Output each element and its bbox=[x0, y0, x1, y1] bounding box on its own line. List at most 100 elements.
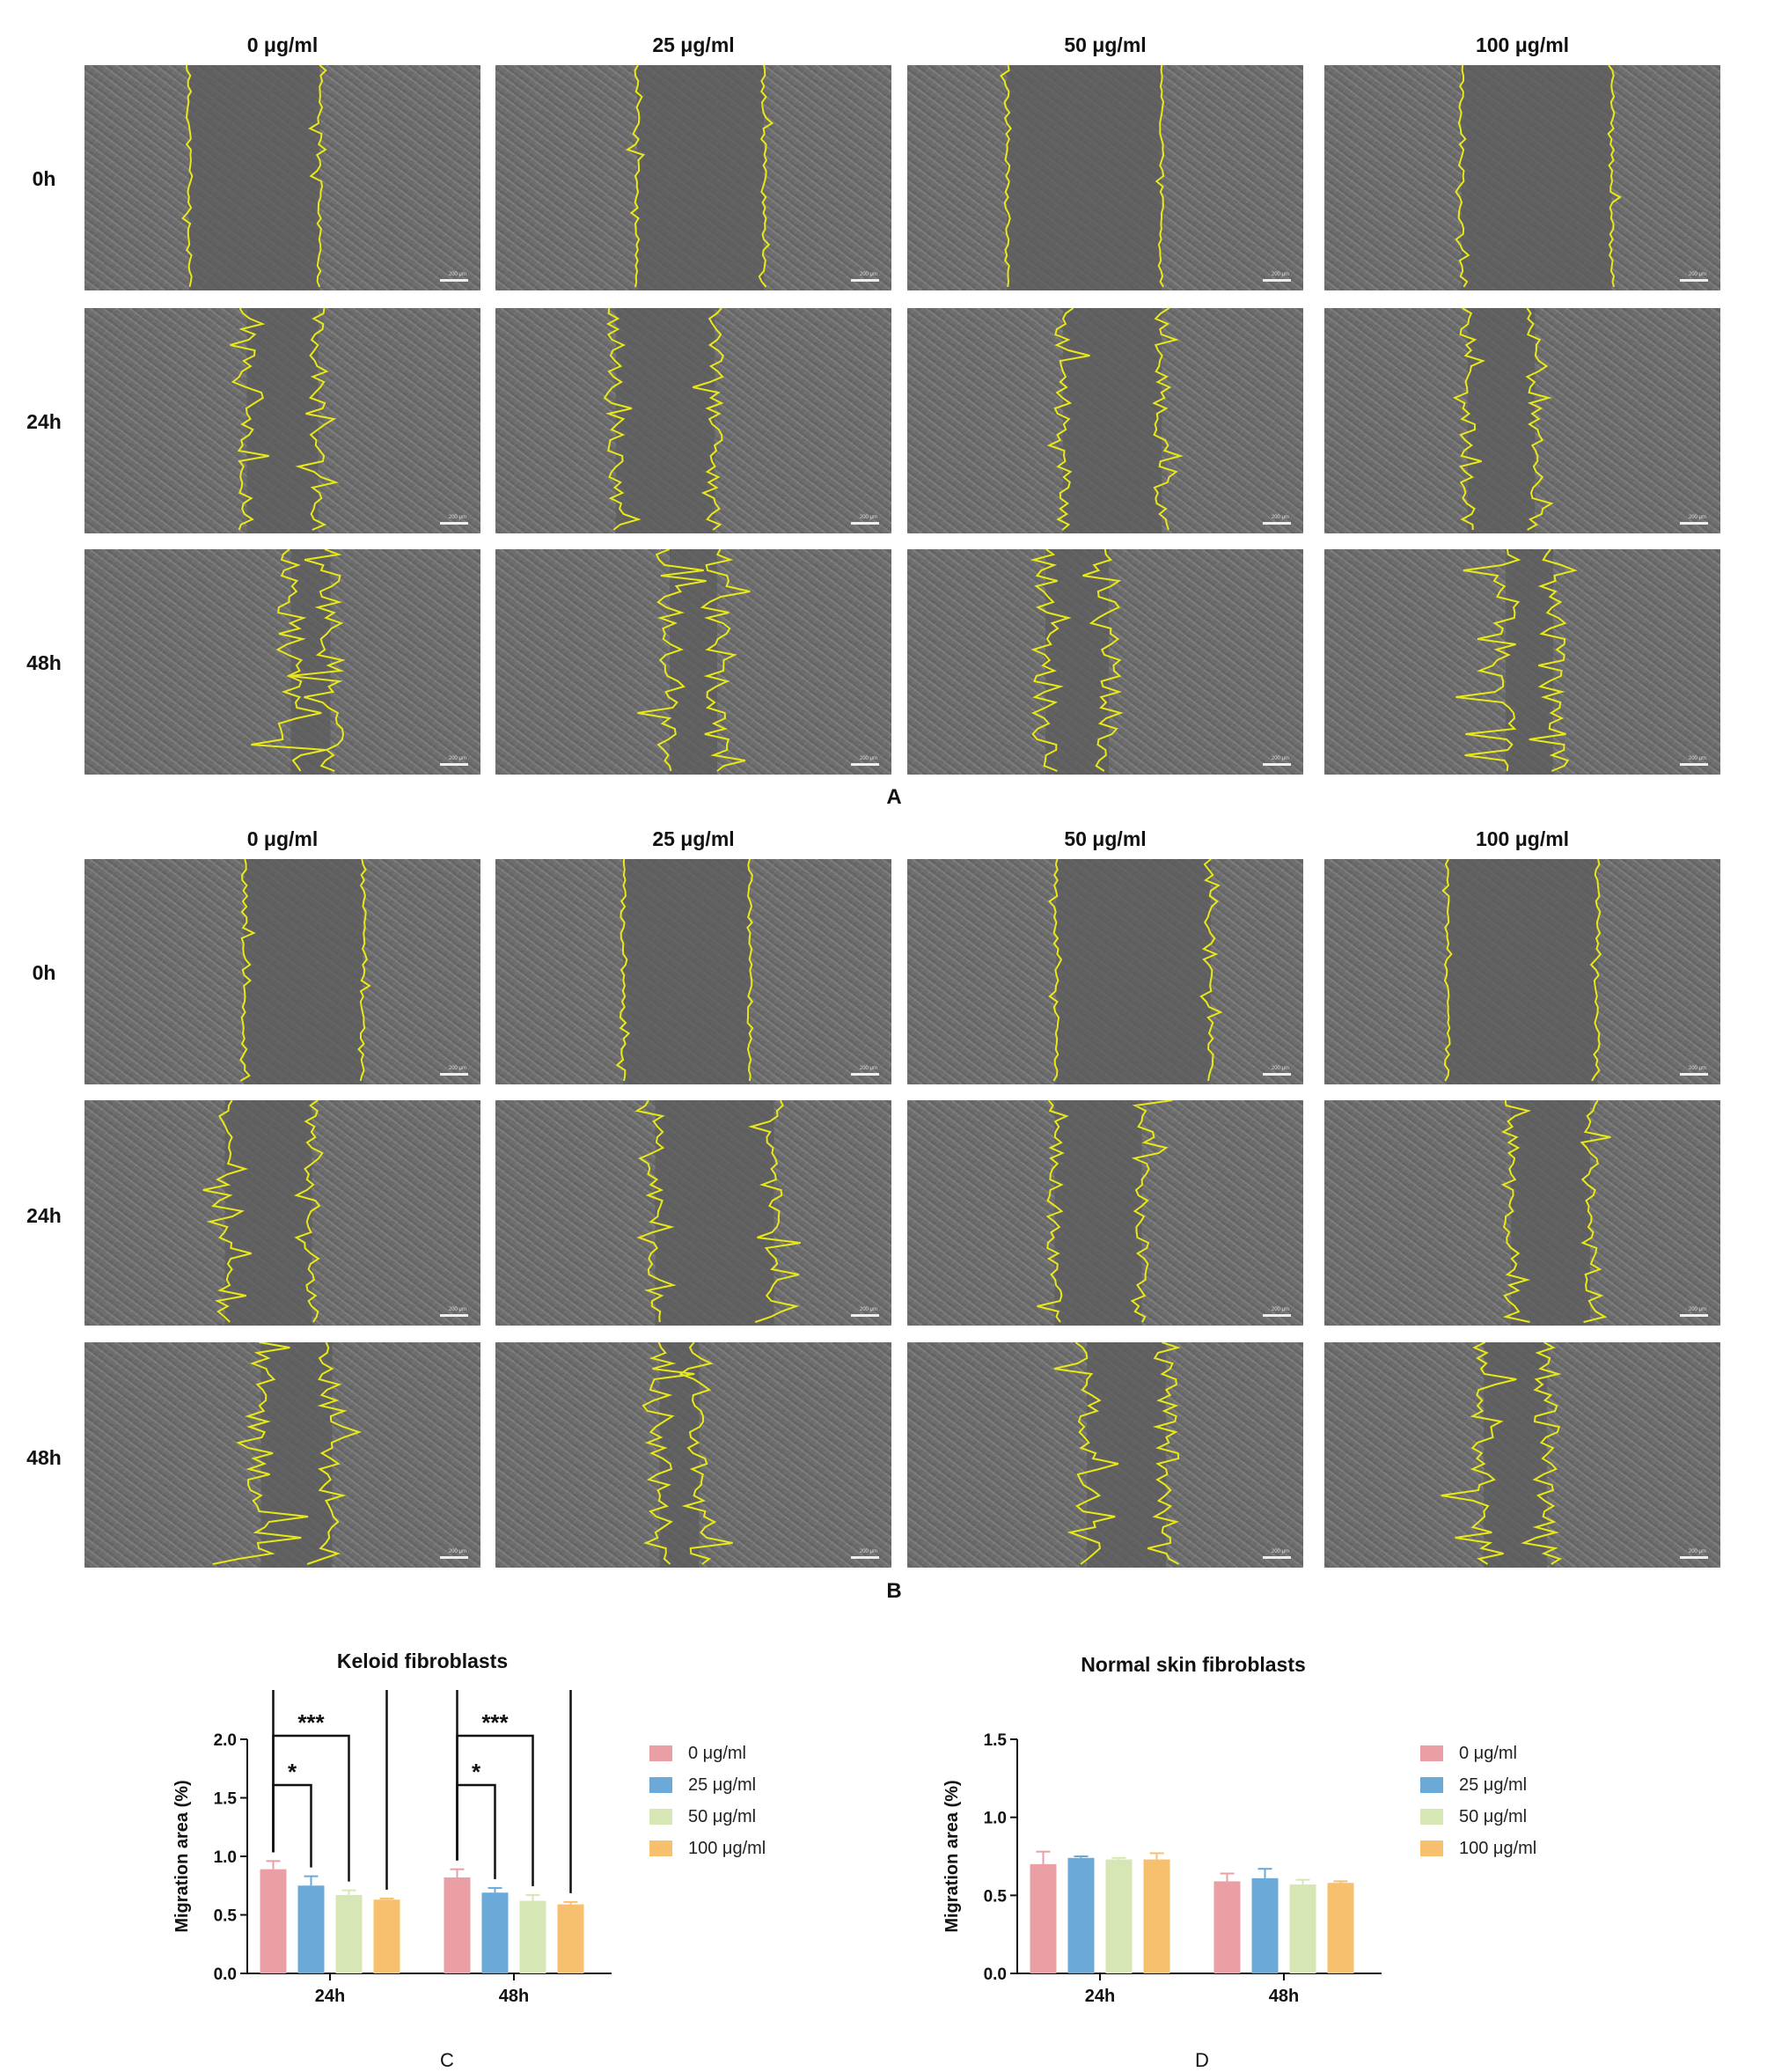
micrograph-b-0-1: 200 μm bbox=[495, 859, 891, 1084]
legend-label: 50 μg/ml bbox=[1459, 1806, 1528, 1826]
wound-gap-overlay bbox=[251, 549, 346, 775]
micrograph-a-0-0: 200 μm bbox=[84, 65, 480, 290]
wound-gap-overlay bbox=[1441, 859, 1602, 1084]
wound-gap-overlay bbox=[212, 1342, 363, 1568]
scale-bar bbox=[1263, 763, 1291, 766]
micrograph-a-0-1: 200 μm bbox=[495, 65, 891, 290]
bar bbox=[1105, 1859, 1133, 1973]
micrograph-b-0-0: 200 μm bbox=[84, 859, 480, 1084]
bar bbox=[481, 1892, 509, 1973]
wound-gap-overlay bbox=[1441, 1342, 1563, 1568]
wound-gap-overlay bbox=[1000, 65, 1165, 290]
significance-label: *** bbox=[481, 1709, 509, 1736]
scale-bar-label: 200 μm bbox=[1688, 272, 1706, 277]
scale-bar-label: 200 μm bbox=[448, 1307, 466, 1312]
scale-bar bbox=[1263, 522, 1291, 525]
scale-bar-label: 200 μm bbox=[859, 1307, 877, 1312]
row-header-b-1: 24h bbox=[26, 1204, 62, 1227]
scale-bar bbox=[440, 522, 468, 525]
scale-bar-label: 200 μm bbox=[1688, 756, 1706, 761]
scale-bar bbox=[440, 1073, 468, 1076]
wound-gap-overlay bbox=[1500, 1100, 1611, 1326]
column-header-a-1: 25 μg/ml bbox=[652, 33, 735, 56]
y-tick-label: 0.5 bbox=[984, 1887, 1008, 1906]
wound-gap-overlay bbox=[181, 65, 327, 290]
scale-bar-label: 200 μm bbox=[1271, 1549, 1289, 1554]
micrograph-b-1-3: 200 μm bbox=[1324, 1100, 1720, 1326]
micrograph-a-0-2: 200 μm bbox=[907, 65, 1303, 290]
bar bbox=[444, 1877, 471, 1973]
column-header-a-0: 0 μg/ml bbox=[246, 33, 319, 56]
bar bbox=[1289, 1884, 1316, 1973]
scale-bar-label: 200 μm bbox=[1271, 515, 1289, 520]
bar bbox=[1213, 1881, 1241, 1973]
row-header-b-2: 48h bbox=[26, 1446, 62, 1469]
legend-item: 25 μg/ml bbox=[649, 1769, 766, 1801]
wound-gap-overlay bbox=[634, 1100, 801, 1326]
scale-bar bbox=[1680, 1556, 1708, 1559]
micrograph-a-1-1: 200 μm bbox=[495, 308, 891, 533]
y-tick-label: 1.0 bbox=[214, 1848, 237, 1867]
micrograph-a-2-2: 200 μm bbox=[907, 549, 1303, 775]
legend-item: 100 μg/ml bbox=[1420, 1833, 1536, 1864]
scale-bar-label: 200 μm bbox=[448, 515, 466, 520]
y-tick-label: 0.0 bbox=[984, 1965, 1007, 1984]
legend-item: 0 μg/ml bbox=[649, 1738, 766, 1769]
x-tick-label: 48h bbox=[499, 1987, 529, 2006]
y-tick-label: 1.5 bbox=[984, 1731, 1008, 1750]
bar bbox=[1327, 1883, 1354, 1973]
scale-bar-label: 200 μm bbox=[859, 515, 877, 520]
scale-bar bbox=[440, 1314, 468, 1317]
legend-swatch bbox=[649, 1777, 672, 1793]
micrograph-b-1-1: 200 μm bbox=[495, 1100, 891, 1326]
legend-swatch bbox=[649, 1809, 672, 1825]
scale-bar bbox=[440, 763, 468, 766]
chart-c-legend: 0 μg/ml 25 μg/ml 50 μg/ml 100 μg/ml bbox=[649, 1738, 766, 1864]
bar bbox=[1067, 1857, 1095, 1973]
scale-bar-label: 200 μm bbox=[1271, 1066, 1289, 1071]
legend-swatch bbox=[1420, 1841, 1443, 1856]
legend-label: 25 μg/ml bbox=[1459, 1774, 1528, 1795]
legend-label: 100 μg/ml bbox=[1459, 1838, 1537, 1858]
legend-label: 50 μg/ml bbox=[688, 1806, 757, 1826]
legend-swatch bbox=[649, 1841, 672, 1856]
scale-bar-label: 200 μm bbox=[448, 1549, 466, 1554]
legend-label: 0 μg/ml bbox=[688, 1743, 746, 1763]
scale-bar bbox=[1680, 763, 1708, 766]
legend-item: 0 μg/ml bbox=[1420, 1738, 1536, 1769]
wound-gap-overlay bbox=[615, 859, 754, 1084]
column-header-b-2: 50 μg/ml bbox=[1064, 827, 1147, 850]
wound-gap-overlay bbox=[1452, 308, 1554, 533]
scale-bar-label: 200 μm bbox=[448, 756, 466, 761]
micrograph-b-1-2: 200 μm bbox=[907, 1100, 1303, 1326]
significance-bracket bbox=[456, 1783, 496, 1879]
micrograph-a-0-3: 200 μm bbox=[1324, 65, 1720, 290]
micrograph-a-1-0: 200 μm bbox=[84, 308, 480, 533]
scale-bar-label: 200 μm bbox=[1688, 515, 1706, 520]
wound-gap-overlay bbox=[1046, 308, 1184, 533]
bar bbox=[1030, 1863, 1057, 1973]
micrograph-b-1-0: 200 μm bbox=[84, 1100, 480, 1326]
significance-bracket bbox=[272, 1783, 312, 1868]
significance-bracket bbox=[272, 1690, 388, 1890]
x-tick-label: 24h bbox=[1085, 1987, 1115, 2006]
micrograph-b-2-0: 200 μm bbox=[84, 1342, 480, 1568]
scale-bar bbox=[1263, 1073, 1291, 1076]
legend-item: 50 μg/ml bbox=[649, 1801, 766, 1833]
bar bbox=[557, 1904, 584, 1973]
significance-label: * bbox=[288, 1759, 297, 1785]
wound-gap-overlay bbox=[1037, 1100, 1173, 1326]
wound-gap-overlay bbox=[625, 65, 774, 290]
scale-bar bbox=[851, 522, 879, 525]
legend-swatch bbox=[649, 1745, 672, 1761]
scale-bar-label: 200 μm bbox=[859, 1549, 877, 1554]
y-tick-label: 2.0 bbox=[214, 1731, 237, 1750]
wound-gap-overlay bbox=[637, 549, 751, 775]
scale-bar-label: 200 μm bbox=[859, 272, 877, 277]
scale-bar-label: 200 μm bbox=[1688, 1066, 1706, 1071]
legend-label: 100 μg/ml bbox=[688, 1838, 766, 1858]
micrograph-a-1-3: 200 μm bbox=[1324, 308, 1720, 533]
column-header-a-2: 50 μg/ml bbox=[1064, 33, 1147, 56]
scale-bar bbox=[1263, 279, 1291, 282]
significance-label: *** bbox=[297, 1709, 325, 1736]
